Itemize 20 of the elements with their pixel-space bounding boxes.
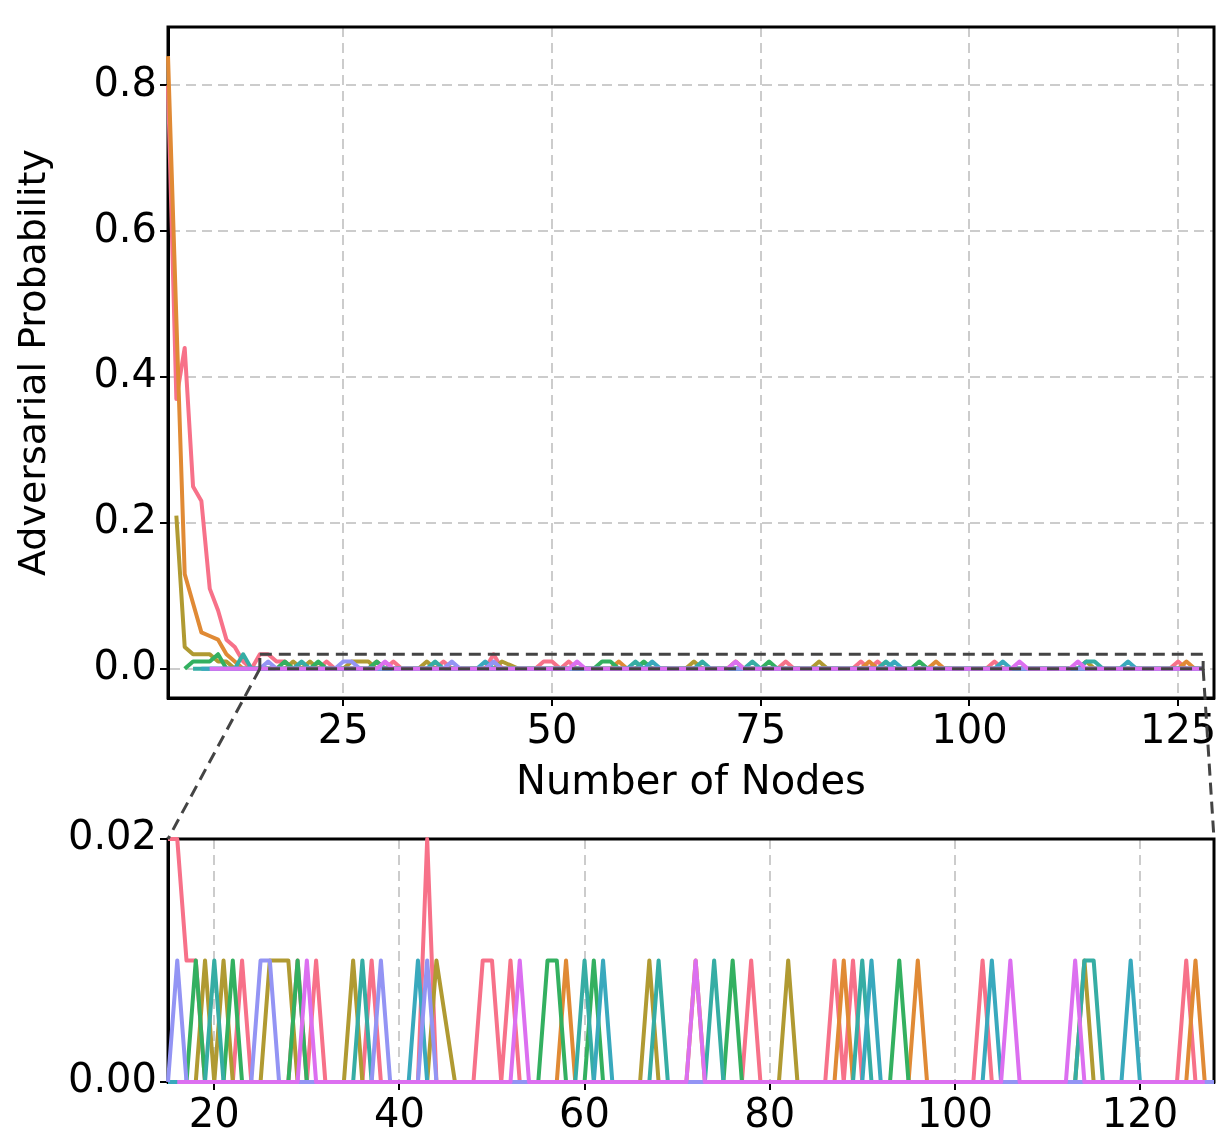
y-tick-label: 0.00 <box>67 1055 157 1102</box>
x-tick-label: 125 <box>1139 706 1217 753</box>
y-tick-label: 0.0 <box>93 642 157 689</box>
y-tick-label: 0.02 <box>67 812 157 859</box>
x-tick-label: 100 <box>931 706 1008 753</box>
x-tick-label: 60 <box>559 1090 610 1137</box>
y-axis-title: Adversarial Probability <box>9 149 54 576</box>
x-tick-label: 20 <box>188 1090 240 1137</box>
x-tick-label: 40 <box>373 1090 425 1137</box>
x-tick-label: 25 <box>317 706 369 753</box>
y-tick-label: 0.8 <box>93 58 157 105</box>
x-tick-label: 100 <box>916 1090 993 1137</box>
x-tick-label: 75 <box>735 706 787 753</box>
y-tick-label: 0.6 <box>93 204 157 251</box>
x-tick-label: 50 <box>526 706 578 753</box>
y-tick-label: 0.2 <box>93 496 157 543</box>
x-axis-title: Number of Nodes <box>516 757 866 804</box>
y-tick-label: 0.4 <box>93 350 157 397</box>
x-tick-label: 80 <box>744 1090 796 1137</box>
x-tick-label: 120 <box>1101 1090 1179 1137</box>
